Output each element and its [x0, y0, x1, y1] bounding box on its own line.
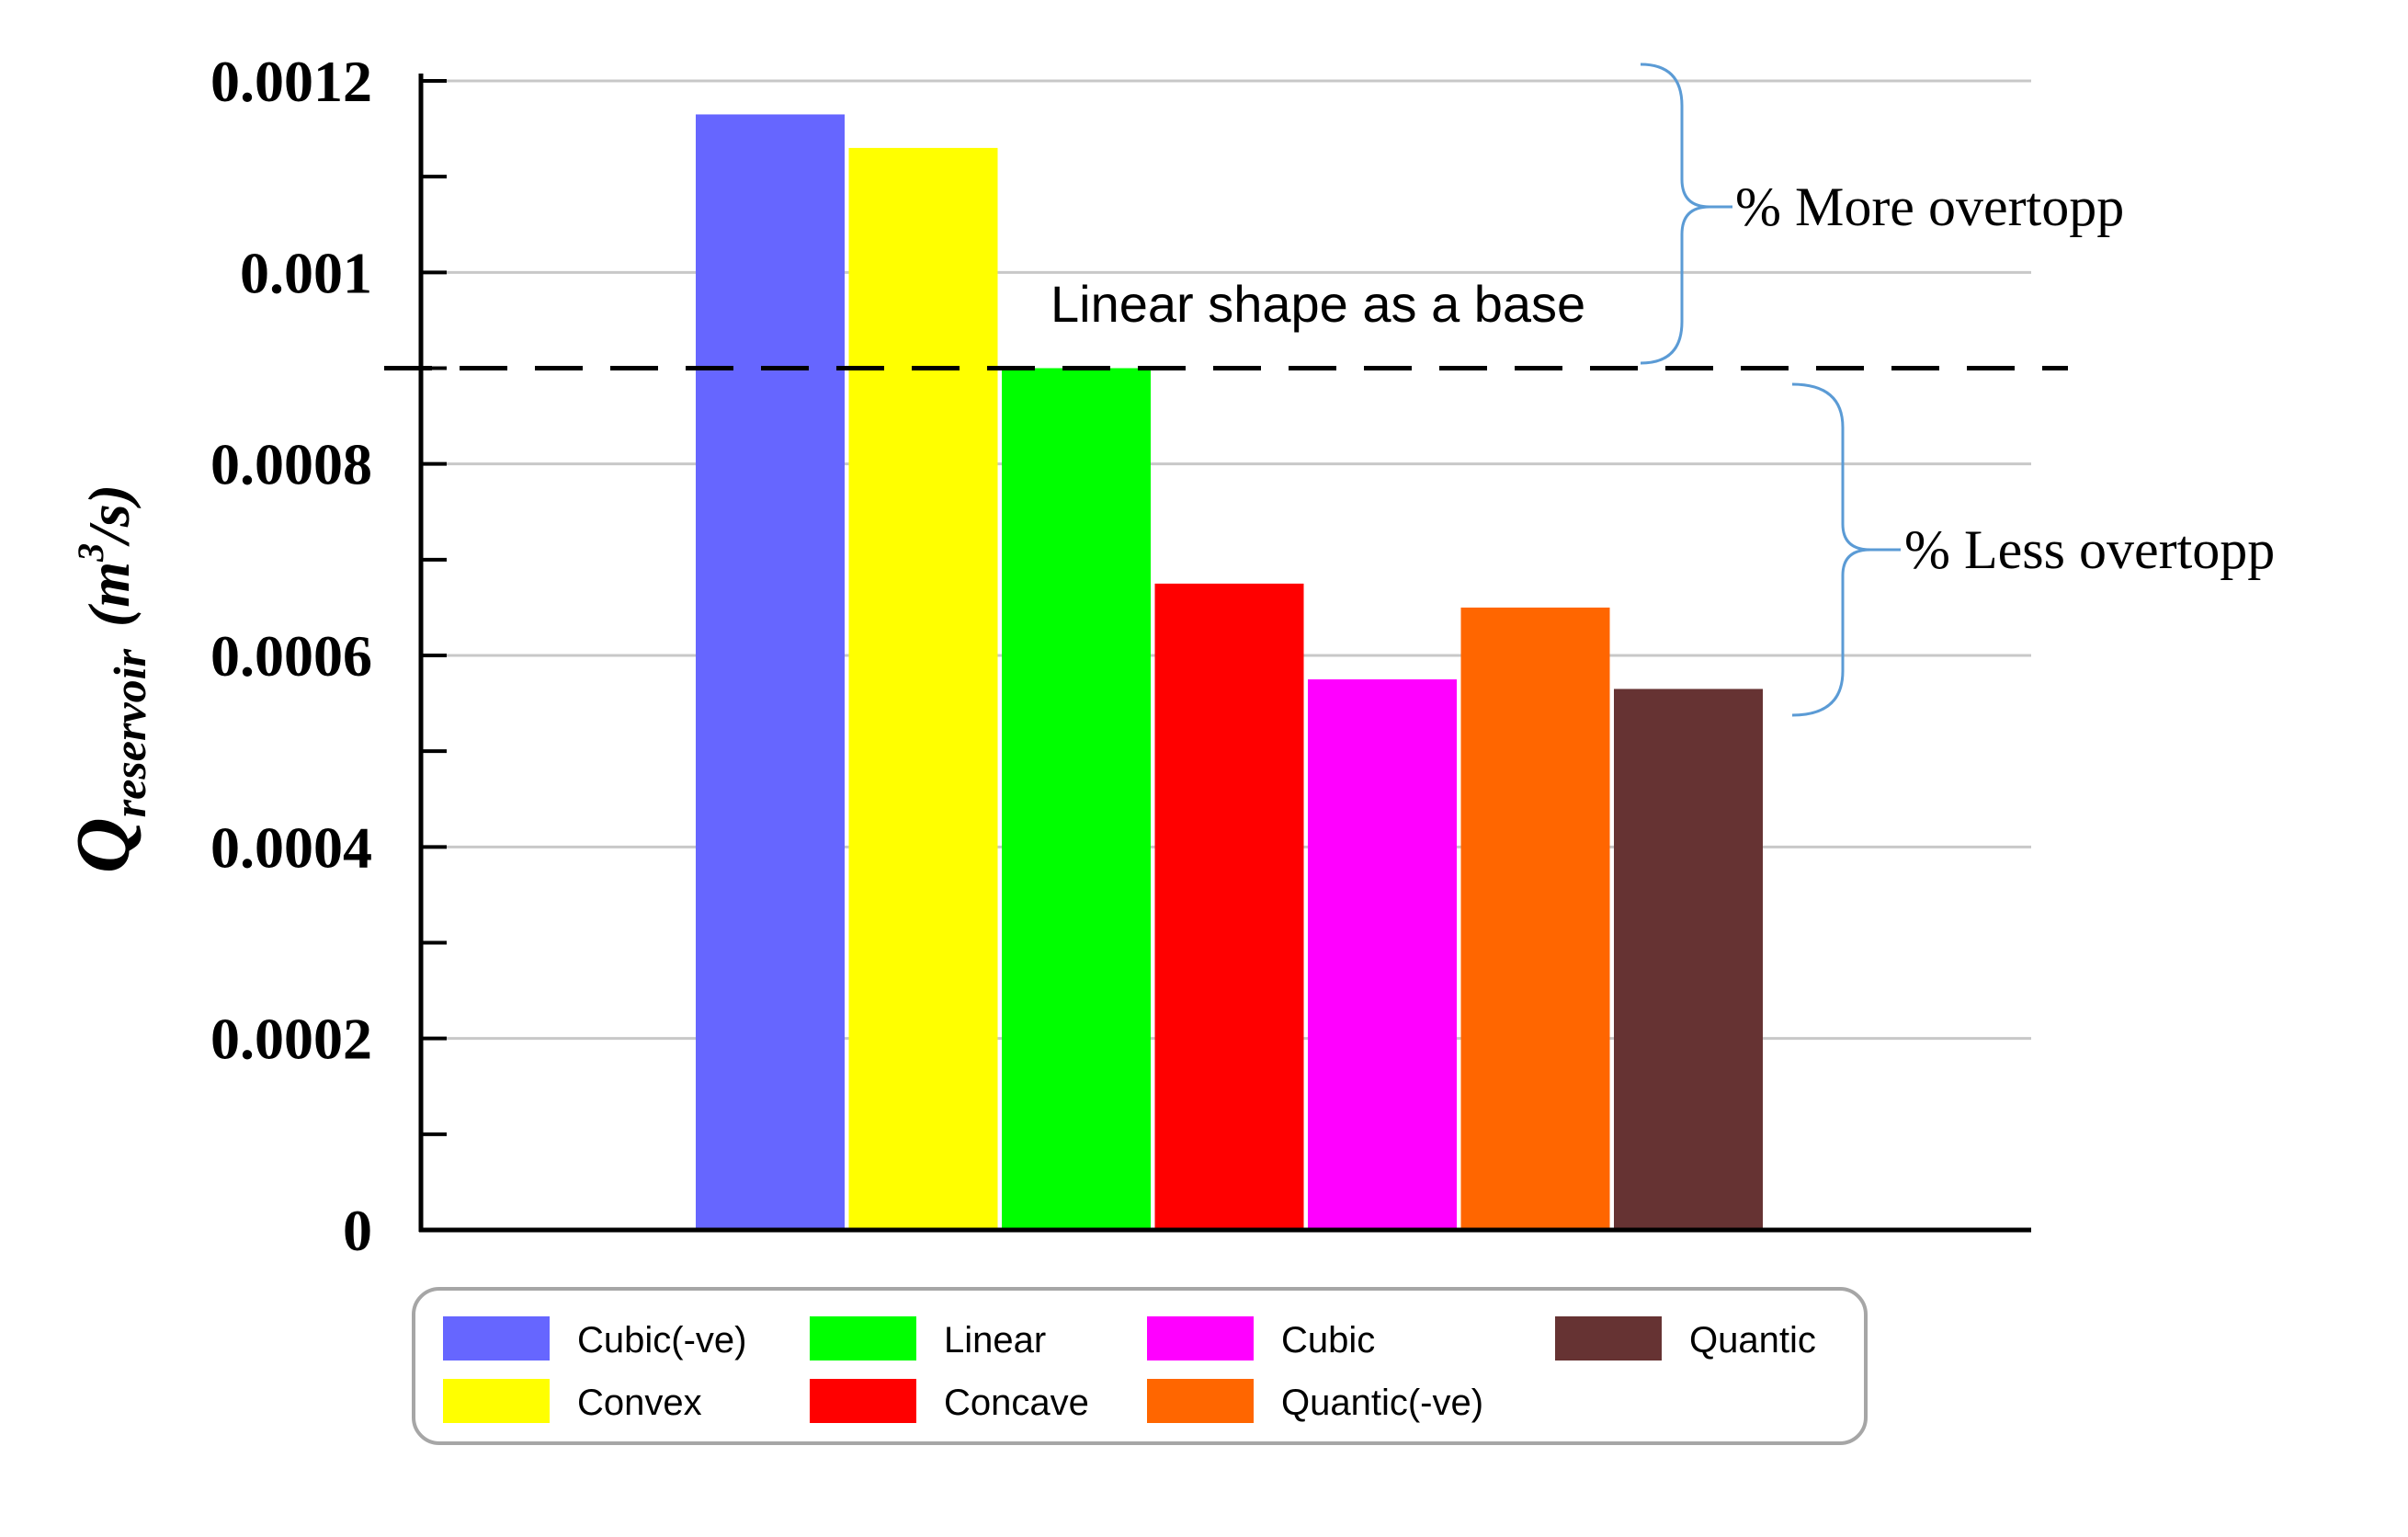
- y-tick-label: 0.001: [240, 240, 372, 305]
- y-tick-label: 0.0008: [210, 432, 372, 497]
- more-overtopp-brace: [1640, 63, 1710, 365]
- y-tick-label: 0: [343, 1198, 372, 1263]
- y-tick-label: 0.0006: [210, 623, 372, 689]
- legend-swatch-quantic: [1555, 1316, 1662, 1361]
- legend-swatch-concave: [810, 1379, 916, 1423]
- bar-linear: [1002, 368, 1151, 1230]
- bar-cubic: [1308, 679, 1457, 1230]
- y-tick-label: 0.0002: [210, 1007, 372, 1072]
- legend-swatch-quantic-ve: [1147, 1379, 1254, 1423]
- y-tick-label: 0.0012: [210, 49, 372, 114]
- baseline-group: Linear shape as a base: [384, 275, 2068, 370]
- less-overtopp-label: % Less overtopp: [1904, 519, 2275, 580]
- bar-quantic-ve: [1460, 607, 1610, 1230]
- legend-label-quantic-ve: Quantic(-ve): [1281, 1383, 1483, 1423]
- y-axis-title-subscript: reservoir: [104, 648, 155, 817]
- y-tick-labels: 0 0.0002 0.0004 0.0006 0.0008 0.001 0.0012: [210, 49, 372, 1263]
- legend: Cubic(-ve) Convex Linear Concave Cubic Quanti…: [412, 1287, 1868, 1445]
- y-axis-title-unit-sup: 3: [70, 543, 111, 563]
- y-axis-title-unit-open: (m: [76, 562, 142, 627]
- axes: [418, 74, 2031, 1233]
- y-axis-title: Qreservoir (m3/s): [61, 484, 155, 873]
- legend-label-concave: Concave: [944, 1383, 1089, 1423]
- legend-swatch-cubic: [1147, 1316, 1254, 1361]
- more-overtopp-label: % More overtopp: [1735, 176, 2124, 237]
- baseline-label: Linear shape as a base: [1051, 275, 1585, 333]
- y-axis-title-unit-close: /s): [76, 484, 142, 547]
- bars: [696, 114, 1763, 1231]
- bar-quantic: [1614, 689, 1763, 1230]
- y-axis-title-main: Q: [61, 817, 146, 873]
- legend-label-quantic: Quantic: [1689, 1320, 1816, 1361]
- bar-concave: [1154, 583, 1304, 1230]
- bar-cubic-ve: [696, 114, 845, 1230]
- legend-swatch-convex: [443, 1379, 550, 1423]
- legend-items: Cubic(-ve) Convex Linear Concave Cubic Quanti…: [443, 1316, 1816, 1423]
- less-overtopp-brace: [1791, 382, 1871, 717]
- legend-frame: [412, 1287, 1868, 1445]
- legend-label-linear: Linear: [944, 1320, 1046, 1361]
- y-tick-label: 0.0004: [210, 814, 372, 880]
- legend-label-convex: Convex: [577, 1383, 702, 1423]
- bar-convex: [848, 147, 998, 1231]
- legend-swatch-cubic-ve: [443, 1316, 550, 1361]
- legend-label-cubic: Cubic: [1281, 1320, 1375, 1361]
- legend-swatch-linear: [810, 1316, 916, 1361]
- legend-label-cubic-ve: Cubic(-ve): [577, 1320, 746, 1361]
